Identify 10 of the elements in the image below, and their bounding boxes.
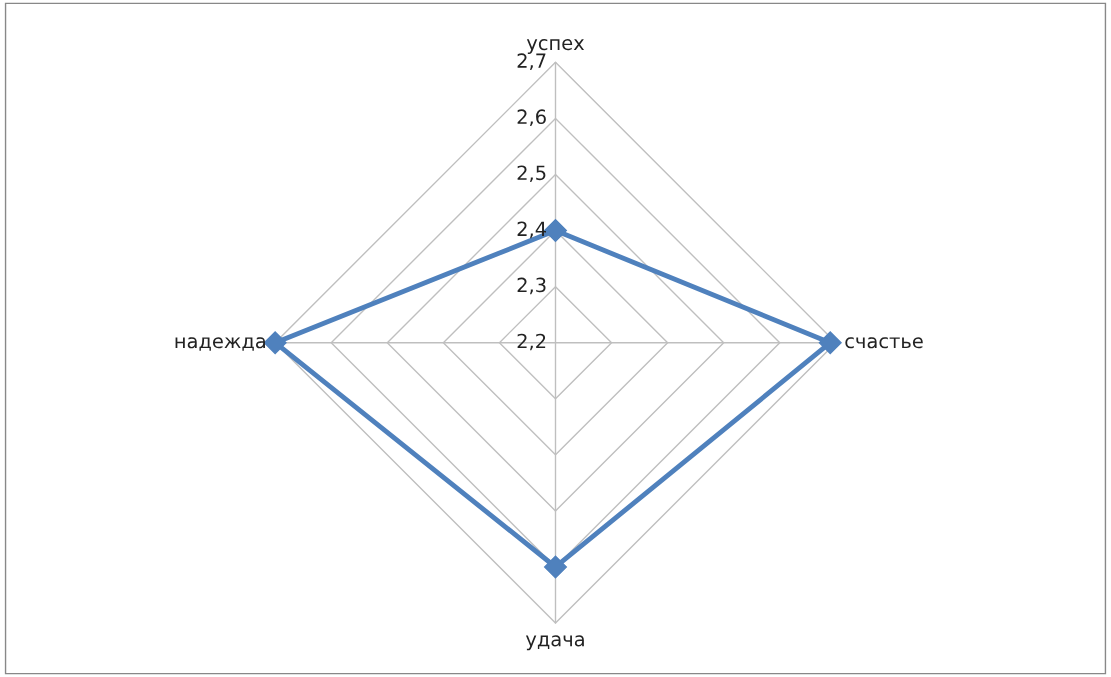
spoke-label: успех (526, 39, 585, 54)
spoke-label: надежда (175, 337, 265, 351)
y-tick-label: 2,4 (517, 221, 546, 239)
y-tick-label: 2,7 (517, 53, 546, 70)
y-tick-label: 2,3 (517, 277, 546, 295)
spoke-label: счастье (845, 337, 923, 349)
y-tick-label: 2,2 (517, 333, 546, 351)
spoke-label: удача (525, 635, 584, 651)
y-tick-label: 2,5 (517, 165, 546, 183)
y-tick-label: 2,6 (517, 109, 546, 127)
